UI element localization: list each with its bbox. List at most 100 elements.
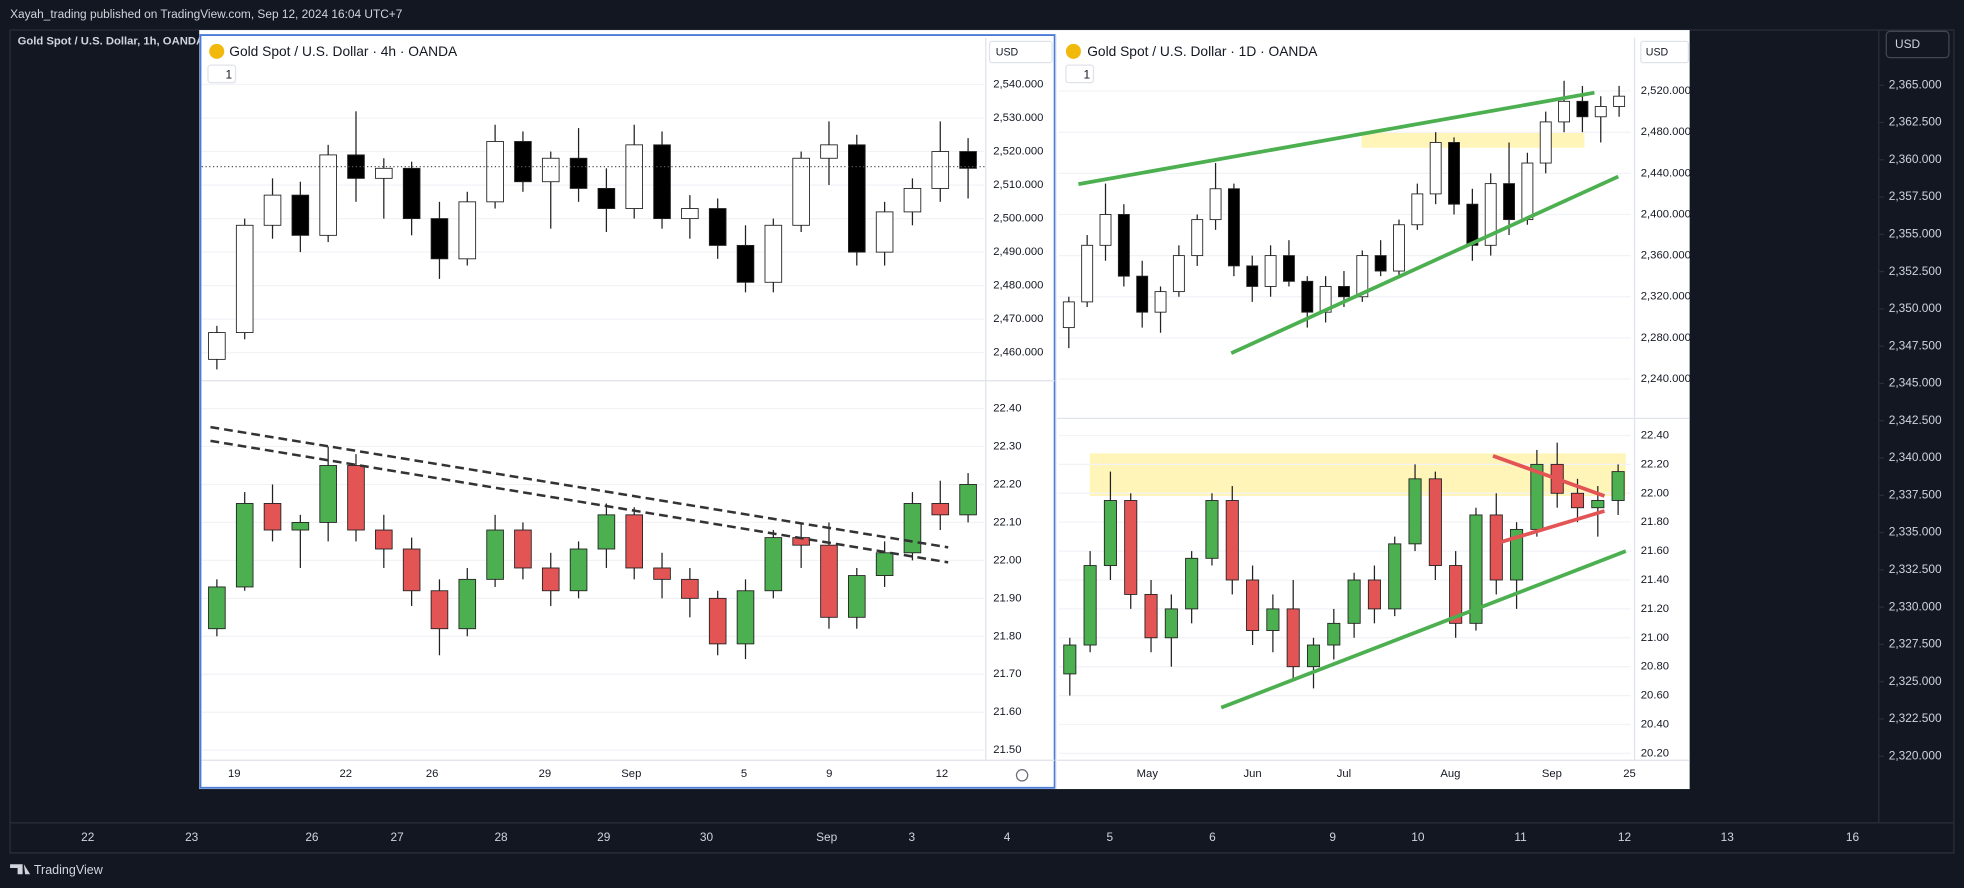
- x-tick-label: 25: [1623, 768, 1636, 780]
- y-tick-label: 2,332.500: [1889, 562, 1942, 576]
- y-tick-label: 2,400.000: [1641, 208, 1691, 220]
- candle-body: [1164, 608, 1178, 639]
- main-title: Gold Spot / U.S. Dollar, 1h, OANDA: [18, 35, 205, 47]
- candle-body: [1081, 244, 1094, 303]
- candle-body: [1576, 100, 1589, 118]
- x-tick-label: 5: [1106, 830, 1113, 844]
- y-tick-label: 21.80: [993, 630, 1021, 642]
- candle-body: [1411, 193, 1424, 226]
- candle-body: [1393, 224, 1405, 272]
- y-tick-label: 2,330.000: [1889, 599, 1942, 613]
- candle-body: [235, 224, 254, 334]
- candle-body: [235, 503, 254, 588]
- candle-body: [402, 167, 421, 220]
- candle-body: [319, 154, 337, 236]
- candle-body: [1124, 500, 1138, 595]
- candle-body: [291, 194, 310, 236]
- candle-body: [820, 544, 838, 618]
- candle-body: [1388, 543, 1402, 610]
- x-tick-label: 5: [741, 768, 747, 780]
- y-tick-label: 2,520.000: [1641, 85, 1691, 97]
- x-tick-label: 4: [1004, 830, 1011, 844]
- x-tick-label: 29: [539, 768, 552, 780]
- candle-body: [597, 187, 616, 209]
- candle-body: [1117, 214, 1130, 277]
- candle-body: [1227, 188, 1240, 267]
- candle-body: [1136, 275, 1149, 313]
- y-tick-label: 2,340.000: [1889, 450, 1942, 464]
- y-tick-label: 22.00: [1641, 487, 1669, 499]
- settings-icon[interactable]: [1015, 769, 1029, 782]
- candle-body: [1510, 528, 1524, 581]
- x-tick-label: 12: [1618, 830, 1631, 844]
- panel-badge[interactable]: 1: [226, 67, 233, 81]
- y-tick-label: 2,280.000: [1641, 332, 1691, 344]
- trend-line: [1220, 549, 1627, 710]
- candle-body: [569, 157, 588, 189]
- y-tick-label: 22.20: [1641, 458, 1669, 470]
- candle-body: [1429, 142, 1442, 195]
- badge-box[interactable]: [1065, 64, 1095, 84]
- x-tick-label: Sep: [816, 830, 838, 844]
- candle-body: [931, 503, 950, 516]
- panel-currency[interactable]: USD: [996, 46, 1019, 58]
- y-tick-label: 2,520.000: [993, 146, 1043, 158]
- candle-body: [514, 529, 532, 569]
- candle-body: [1083, 565, 1097, 646]
- y-tick-label: 22.30: [993, 441, 1021, 453]
- candle-body: [319, 465, 337, 523]
- x-tick-label: 22: [81, 830, 94, 844]
- candle-body: [458, 578, 477, 630]
- y-tick-label: 21.70: [993, 668, 1021, 680]
- y-tick-label: 2,322.500: [1889, 711, 1942, 725]
- y-tick-label: 2,337.500: [1889, 487, 1942, 501]
- trend-line: [1491, 509, 1606, 547]
- y-tick-label: 21.60: [993, 706, 1021, 718]
- y-tick-label: 2,470.000: [993, 313, 1043, 325]
- x-tick-label: 29: [597, 830, 611, 844]
- candle-body: [1374, 255, 1387, 272]
- x-tick-label: 12: [936, 768, 949, 780]
- y-tick-label: 2,325.000: [1889, 674, 1942, 688]
- candle-body: [291, 521, 310, 531]
- candle-body: [848, 144, 866, 253]
- currency-box[interactable]: [1640, 40, 1690, 64]
- y-tick-label: 2,362.500: [1889, 115, 1942, 129]
- x-tick-label: May: [1137, 768, 1159, 780]
- candle-body: [1521, 162, 1534, 221]
- trend-line: [210, 439, 949, 564]
- candle-body: [1266, 608, 1280, 632]
- y-tick-label: 2,347.500: [1889, 338, 1942, 352]
- candle-body: [1539, 121, 1552, 164]
- x-tick-label: 6: [1209, 830, 1216, 844]
- panel-badge[interactable]: 1: [1083, 67, 1090, 81]
- x-tick-label: 10: [1411, 830, 1425, 844]
- badge-box[interactable]: [207, 64, 237, 84]
- y-tick-label: 22.40: [993, 403, 1021, 415]
- x-tick-label: 26: [426, 768, 439, 780]
- candle-body: [347, 465, 365, 531]
- y-tick-label: 2,440.000: [1641, 167, 1691, 179]
- y-tick-label: 22.00: [993, 554, 1021, 566]
- trend-line: [1078, 90, 1595, 186]
- candle-body: [541, 567, 560, 592]
- main-currency[interactable]: USD: [1895, 37, 1920, 51]
- panel-currency[interactable]: USD: [1646, 46, 1669, 58]
- y-tick-label: 2,327.500: [1889, 637, 1942, 651]
- active-panel-border: [199, 34, 1056, 789]
- y-tick-label: 21.00: [1641, 632, 1669, 644]
- currency-box[interactable]: [988, 40, 1053, 64]
- candle-body: [1558, 100, 1571, 123]
- x-tick-label: 13: [1721, 830, 1735, 844]
- x-tick-label: Sep: [1542, 768, 1562, 780]
- y-tick-label: 2,240.000: [1641, 373, 1691, 385]
- candle-body: [1449, 565, 1463, 624]
- candle-body: [820, 144, 838, 159]
- y-tick-label: 21.90: [993, 592, 1021, 604]
- candle-body: [1103, 500, 1117, 566]
- currency-button[interactable]: [1885, 30, 1950, 59]
- candle-body: [458, 201, 477, 260]
- y-tick-label: 2,355.000: [1889, 226, 1942, 240]
- candle-body: [1327, 622, 1341, 646]
